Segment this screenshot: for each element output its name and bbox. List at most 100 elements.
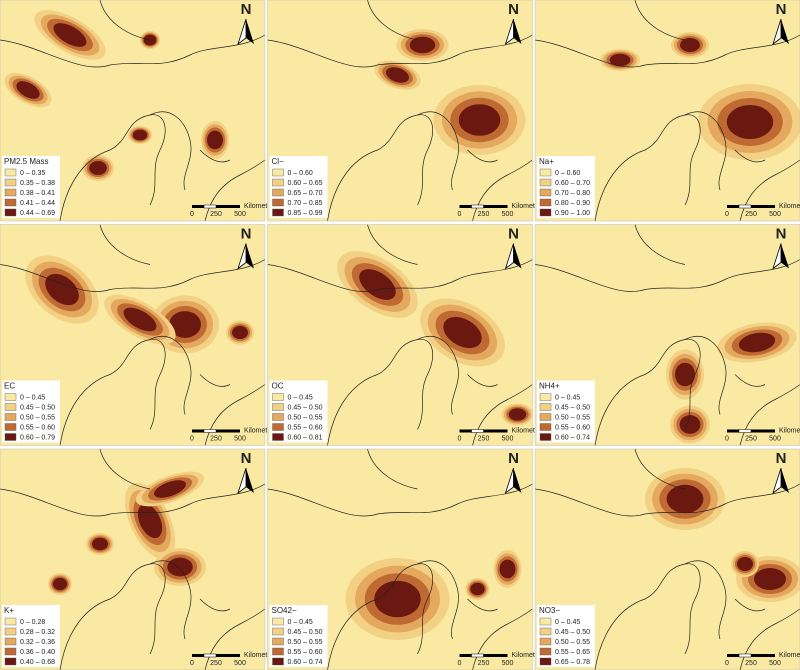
legend-swatch — [4, 178, 17, 187]
country-border — [267, 483, 533, 517]
legend-label: 0 – 0.60 — [555, 170, 580, 177]
legend-label: 0 – 0.45 — [20, 394, 45, 401]
legend-swatch — [4, 413, 17, 421]
scale-bar — [203, 204, 217, 209]
country-border — [739, 159, 800, 221]
legend-box — [2, 605, 60, 667]
legend-label: 0.60 – 0.81 — [288, 434, 323, 441]
scale-unit: Kilometers — [779, 652, 800, 659]
country-border — [0, 259, 265, 292]
legend-label: 0.55 – 0.60 — [288, 424, 323, 431]
concentration-zone — [508, 408, 527, 421]
legend-box — [537, 380, 595, 443]
concentration-zone — [666, 484, 704, 514]
panel-frame — [534, 448, 800, 670]
scale-unit: Kilometers — [244, 203, 278, 210]
scale-unit: Kilometers — [512, 652, 546, 659]
legend-label: 0.60 – 0.79 — [20, 434, 55, 441]
scale-bar — [192, 429, 204, 433]
north-label: N — [241, 225, 252, 242]
legend-title: NO3− — [539, 606, 560, 615]
concentration-zone — [154, 480, 186, 498]
map-area — [267, 449, 533, 670]
legend-swatch — [4, 627, 17, 636]
legend-swatch — [272, 188, 284, 197]
map-panel: N NO3− 0 – 0.45 0.45 – 0.50 0.50 – 0.55 0.55 … — [534, 448, 800, 670]
concentration-zone — [169, 311, 201, 338]
legend-label: 0.85 – 0.99 — [288, 210, 323, 217]
scale-unit: Kilometers — [244, 652, 278, 659]
legend-swatch — [4, 637, 17, 646]
legend-label: 0 – 0.35 — [20, 170, 45, 177]
legend-label: 0 – 0.45 — [288, 394, 313, 401]
scale-unit: Kilometers — [244, 427, 278, 434]
legend-swatch — [4, 208, 17, 217]
scale-bar — [751, 654, 775, 657]
legend-swatch — [539, 423, 552, 431]
scale-bar — [471, 653, 484, 658]
concentration-zone — [359, 269, 396, 300]
scale-label: 250 — [210, 435, 222, 442]
concentration-zone — [675, 362, 695, 387]
legend-label: 0.90 – 1.00 — [555, 210, 590, 217]
concentration-zone — [726, 105, 774, 139]
scale-bar — [751, 429, 775, 433]
scale-bar — [216, 205, 240, 208]
map-area — [267, 224, 533, 446]
scale-unit: Kilometers — [512, 427, 546, 434]
legend-label: 0.44 – 0.69 — [20, 210, 55, 217]
country-border — [367, 224, 418, 265]
concentration-zone — [89, 161, 107, 175]
scale-bar — [203, 653, 217, 658]
north-arrow — [513, 243, 522, 269]
scale-unit: Kilometers — [779, 427, 800, 434]
legend-label: 0.45 – 0.50 — [288, 404, 323, 411]
scale-label: 500 — [234, 660, 246, 667]
concentration-zone — [92, 537, 108, 551]
scale-label: 250 — [745, 435, 757, 442]
legend-label: 0.55 – 0.65 — [555, 649, 590, 656]
legend-swatch — [539, 168, 552, 177]
north-label: N — [776, 1, 787, 18]
concentration-zone — [385, 67, 410, 83]
country-border — [0, 483, 265, 517]
legend-swatch — [539, 178, 552, 187]
legend-swatch — [272, 433, 284, 441]
concentration-zone — [754, 568, 786, 590]
country-border — [204, 384, 265, 446]
map-panel: N Na+0 – 0.60 0.60 – 0.70 0.70 – 0.80 0.80 –… — [534, 0, 800, 222]
concentration-zone — [45, 273, 79, 306]
legend-swatch — [4, 657, 17, 666]
legend-label: 0.55 – 0.60 — [20, 424, 55, 431]
legend-swatch — [272, 168, 284, 177]
country-border — [59, 338, 166, 446]
map-panel: N EC 0 – 0.45 0.45 – 0.50 0.50 – 0.55 0.55 – … — [0, 224, 278, 446]
scale-label: 500 — [769, 660, 781, 667]
legend-swatch — [539, 657, 552, 666]
country-border — [204, 159, 265, 221]
legend-swatch — [539, 637, 552, 646]
legend-swatch — [539, 403, 552, 411]
country-border — [634, 224, 686, 265]
concentration-zone — [52, 577, 68, 591]
scale-bar — [459, 429, 472, 433]
scale-bar — [216, 654, 240, 657]
legend-label: 0 – 0.45 — [288, 619, 313, 626]
country-border — [59, 563, 166, 670]
country-border — [467, 374, 498, 387]
legend-swatch — [539, 208, 552, 217]
concentration-zone — [738, 332, 776, 353]
country-border — [327, 563, 434, 670]
country-border — [149, 335, 192, 415]
scale-label: 250 — [210, 660, 222, 667]
legend-label: 0.38 – 0.41 — [20, 190, 55, 197]
panel-frame — [267, 224, 533, 446]
country-border — [684, 335, 727, 415]
country-border — [0, 34, 265, 68]
legend-box — [269, 156, 328, 218]
legend-swatch — [4, 393, 17, 401]
map-area — [267, 0, 533, 221]
concentration-zone — [53, 23, 87, 47]
legend-swatch — [539, 617, 552, 626]
concentration-zone — [679, 415, 701, 434]
